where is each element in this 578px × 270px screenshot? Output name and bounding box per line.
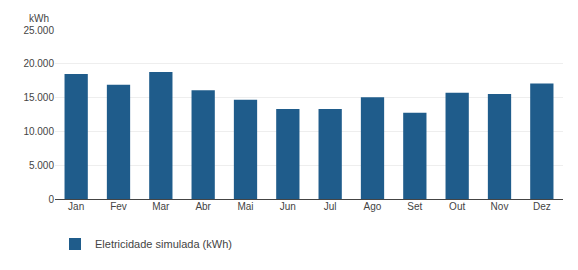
- svg-text:Dez: Dez: [533, 201, 551, 212]
- svg-text:Jan: Jan: [68, 201, 84, 212]
- svg-text:Set: Set: [407, 201, 422, 212]
- svg-text:kWh: kWh: [29, 13, 49, 24]
- svg-text:Nov: Nov: [491, 201, 509, 212]
- svg-text:Fev: Fev: [110, 201, 127, 212]
- svg-text:Jul: Jul: [324, 201, 337, 212]
- svg-text:5.000: 5.000: [29, 160, 54, 171]
- svg-text:Jun: Jun: [280, 201, 296, 212]
- svg-text:Abr: Abr: [195, 201, 211, 212]
- svg-text:15.000: 15.000: [23, 92, 54, 103]
- svg-text:0: 0: [48, 194, 54, 205]
- svg-text:Eletricidade simulada (kWh): Eletricidade simulada (kWh): [95, 238, 232, 250]
- svg-text:Mai: Mai: [237, 201, 253, 212]
- svg-text:10.000: 10.000: [23, 126, 54, 137]
- svg-text:25.000: 25.000: [23, 25, 54, 36]
- svg-text:Mar: Mar: [152, 201, 170, 212]
- svg-text:Ago: Ago: [364, 201, 382, 212]
- svg-text:20.000: 20.000: [23, 58, 54, 69]
- svg-text:Out: Out: [449, 201, 465, 212]
